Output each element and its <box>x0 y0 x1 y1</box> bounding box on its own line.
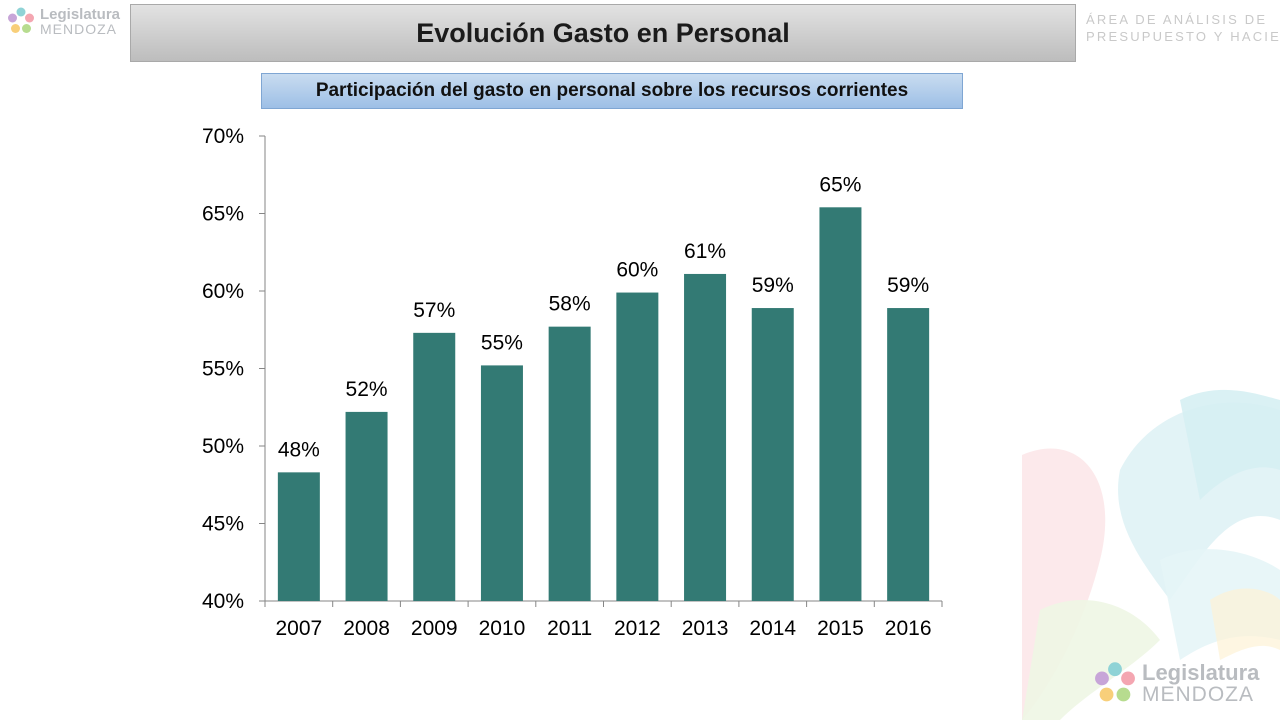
x-tick-label: 2016 <box>885 617 932 640</box>
legislatura-logo-bottom: Legislatura MENDOZA <box>1092 660 1259 706</box>
legislatura-logo-top: Legislatura MENDOZA <box>6 6 120 36</box>
title-bar: Evolución Gasto en Personal <box>130 4 1076 62</box>
x-tick-label: 2007 <box>275 617 322 640</box>
logo-line-1: Legislatura <box>1142 659 1260 685</box>
data-label: 48% <box>278 438 320 461</box>
bar <box>616 292 659 601</box>
logo-line-1: Legislatura <box>40 5 121 23</box>
y-tick-label: 45% <box>202 513 244 536</box>
logo-line-2: MENDOZA <box>1142 682 1254 706</box>
x-tick-label: 2014 <box>749 617 796 640</box>
x-tick-label: 2011 <box>547 617 592 640</box>
logo-flower-icon <box>1095 662 1135 702</box>
data-label: 55% <box>481 331 523 354</box>
data-label: 52% <box>346 378 388 401</box>
data-label: 59% <box>887 274 929 297</box>
data-label: 65% <box>819 173 861 196</box>
y-tick-label: 60% <box>202 280 244 303</box>
x-tick-label: 2008 <box>343 617 390 640</box>
y-tick-label: 50% <box>202 435 244 458</box>
bar <box>480 365 523 601</box>
bar <box>345 411 388 601</box>
x-tick-label: 2013 <box>682 617 729 640</box>
area-label-line-1: ÁREA DE ANÁLISIS DE <box>1086 12 1268 27</box>
bar <box>684 273 727 601</box>
logo-line-2: MENDOZA <box>40 20 117 37</box>
y-tick-label: 55% <box>202 358 244 381</box>
chart-title-bar: Participación del gasto en personal sobr… <box>261 73 963 109</box>
x-tick-label: 2010 <box>479 617 526 640</box>
data-label: 61% <box>684 240 726 263</box>
area-label: ÁREA DE ANÁLISIS DE PRESUPUESTO Y HACIEN… <box>1086 11 1280 45</box>
bar <box>548 326 591 601</box>
bar <box>887 308 930 601</box>
data-label: 60% <box>616 259 658 282</box>
data-label: 58% <box>549 293 591 316</box>
x-tick-label: 2012 <box>614 617 661 640</box>
bar <box>819 207 862 602</box>
chart-title: Participación del gasto en personal sobr… <box>315 80 909 101</box>
area-label-line-2: PRESUPUESTO Y HACIENDA <box>1086 29 1280 44</box>
x-tick-label: 2015 <box>817 617 864 640</box>
page-title: Evolución Gasto en Personal <box>416 17 790 48</box>
y-tick-label: 70% <box>202 125 244 148</box>
bar <box>413 332 456 601</box>
bar <box>751 308 794 601</box>
data-label: 57% <box>413 299 455 322</box>
x-tick-label: 2009 <box>411 617 458 640</box>
bar <box>277 472 320 601</box>
logo-flower-icon <box>8 7 34 33</box>
y-tick-label: 40% <box>202 590 244 613</box>
data-label: 59% <box>752 274 794 297</box>
y-tick-label: 65% <box>202 203 244 226</box>
